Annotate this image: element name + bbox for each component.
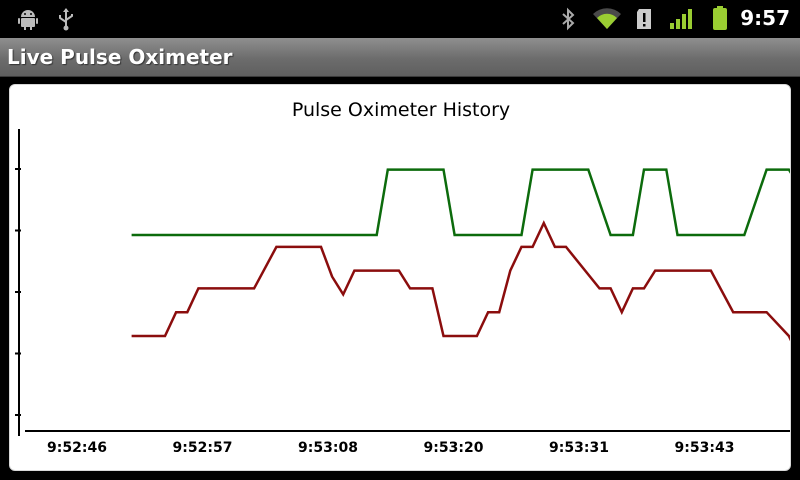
chart-card: Pulse Oximeter History 9:52:46 9:52:57 9:5…: [9, 84, 791, 471]
main-content: Pulse Oximeter History 9:52:46 9:52:57 9:5…: [0, 77, 800, 480]
x-tick-label: 9:53:31: [549, 440, 609, 456]
x-tick-label: 9:52:57: [173, 440, 233, 456]
wifi-icon: [592, 7, 622, 35]
sdcard-alert-icon: [635, 7, 653, 35]
pulse-oximeter-chart: Pulse Oximeter History 9:52:46 9:52:57 9:5…: [15, 99, 790, 456]
chart-title: Pulse Oximeter History: [292, 99, 510, 121]
x-tick-label: 9:52:46: [47, 440, 107, 456]
usb-icon: [56, 7, 76, 35]
x-tick-label: 9:53:08: [298, 440, 358, 456]
status-time: 9:57: [740, 6, 790, 30]
battery-icon: [710, 5, 730, 35]
signal-icon: [669, 7, 695, 35]
series-line-red: [131, 220, 790, 342]
x-tick-label: 9:53:20: [424, 440, 484, 456]
app-title: Live Pulse Oximeter: [7, 45, 233, 69]
app-title-bar: Live Pulse Oximeter: [0, 38, 800, 77]
android-debug-icon: [16, 7, 40, 35]
series-line-green: [131, 168, 790, 237]
status-bar: 9:57: [0, 0, 800, 38]
bluetooth-icon: [560, 7, 576, 35]
x-tick-label: 9:53:43: [675, 440, 735, 456]
